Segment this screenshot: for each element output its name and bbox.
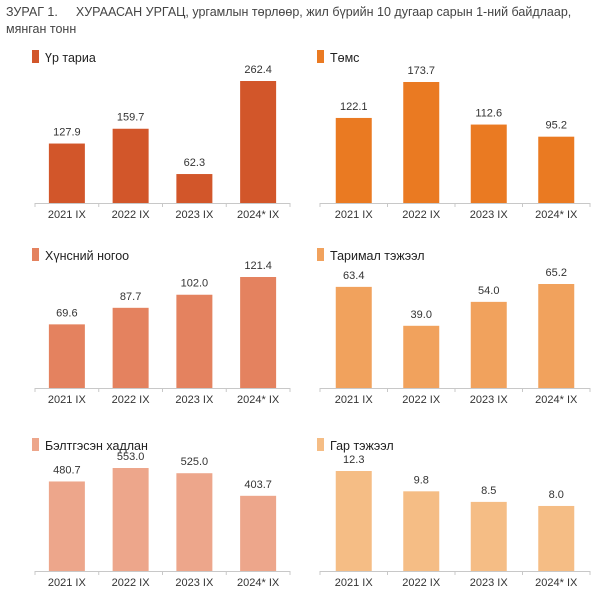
bar xyxy=(538,505,575,571)
data-label: 102.0 xyxy=(181,278,209,290)
x-tick-label: 2023 IX xyxy=(175,577,214,589)
chart-panel: Бэлтгэсэн хадлан 480.7 2021 IX 553.0 2022 IX… xyxy=(32,438,291,589)
x-tick-label: 2021 IX xyxy=(48,394,87,406)
x-tick-label: 2024* IX xyxy=(237,577,280,589)
chart-title-marker xyxy=(32,248,39,261)
bar xyxy=(240,495,277,571)
chart-panel: Таримал тэжээл 63.4 2021 IX 39.0 2022 IX 54.0… xyxy=(317,248,591,406)
figure-number: ЗУРАГ 1. xyxy=(6,5,58,19)
chart-panel: Төмс 122.1 2021 IX 173.7 2022 IX 112.6 2023 IX… xyxy=(317,50,591,221)
bar xyxy=(176,294,213,388)
bar xyxy=(470,301,507,388)
x-tick-label: 2021 IX xyxy=(48,577,87,589)
chart-title-marker xyxy=(32,50,39,63)
bar xyxy=(470,501,507,571)
chart-panel: Хүнсний ногоо 69.6 2021 IX 87.7 2022 IX 102.0… xyxy=(32,248,291,406)
x-tick-label: 2023 IX xyxy=(175,209,214,221)
chart-title: Бэлтгэсэн хадлан xyxy=(45,439,148,453)
data-label: 159.7 xyxy=(117,112,145,124)
figure-title: ЗУРАГ 1. ХУРААСАН УРГАЦ, ургамлын төрлөөр… xyxy=(6,4,596,38)
data-label: 63.4 xyxy=(343,270,364,282)
chart-title: Таримал тэжээл xyxy=(330,249,425,263)
data-label: 9.8 xyxy=(414,474,429,486)
chart-title: Үр тариа xyxy=(45,51,96,65)
x-tick-label: 2023 IX xyxy=(470,577,509,589)
chart-title: Төмс xyxy=(330,51,359,65)
data-label: 173.7 xyxy=(407,65,435,77)
bar xyxy=(538,284,575,388)
x-tick-label: 2022 IX xyxy=(402,394,441,406)
bar xyxy=(176,473,213,571)
data-label: 480.7 xyxy=(53,464,81,476)
x-tick-label: 2024* IX xyxy=(237,394,280,406)
x-tick-label: 2022 IX xyxy=(402,209,441,221)
x-tick-label: 2022 IX xyxy=(112,209,151,221)
bar xyxy=(403,491,440,571)
x-tick-label: 2021 IX xyxy=(48,209,87,221)
bar xyxy=(112,307,149,388)
data-label: 39.0 xyxy=(411,309,432,321)
bar xyxy=(176,174,213,203)
x-tick-label: 2022 IX xyxy=(112,394,151,406)
bar xyxy=(335,286,372,388)
bar xyxy=(48,143,85,203)
bar xyxy=(112,128,149,203)
data-label: 65.2 xyxy=(546,267,567,279)
chart-title-marker xyxy=(317,50,324,63)
data-label: 8.0 xyxy=(549,489,564,501)
chart-title-marker xyxy=(317,248,324,261)
bar xyxy=(335,471,372,571)
bar xyxy=(403,82,440,203)
data-label: 121.4 xyxy=(244,260,272,272)
x-tick-label: 2024* IX xyxy=(535,209,578,221)
data-label: 62.3 xyxy=(184,157,205,169)
x-tick-label: 2024* IX xyxy=(535,577,578,589)
chart-title-marker xyxy=(317,438,324,451)
data-label: 403.7 xyxy=(244,479,272,491)
bar xyxy=(48,324,85,388)
data-label: 87.7 xyxy=(120,291,141,303)
x-tick-label: 2022 IX xyxy=(402,577,441,589)
x-tick-label: 2021 IX xyxy=(335,394,374,406)
x-tick-label: 2021 IX xyxy=(335,577,374,589)
data-label: 122.1 xyxy=(340,101,368,113)
x-tick-label: 2023 IX xyxy=(175,394,214,406)
data-label: 69.6 xyxy=(56,307,77,319)
data-label: 127.9 xyxy=(53,127,81,139)
data-label: 112.6 xyxy=(475,108,502,120)
chart-title: Хүнсний ногоо xyxy=(45,249,129,263)
bar xyxy=(48,481,85,571)
data-label: 525.0 xyxy=(181,456,209,468)
bar xyxy=(240,81,277,203)
bar xyxy=(538,136,575,203)
x-tick-label: 2024* IX xyxy=(535,394,578,406)
x-tick-label: 2021 IX xyxy=(335,209,374,221)
bar xyxy=(335,117,372,203)
data-label: 553.0 xyxy=(117,451,145,463)
figure-title-text: ХУРААСАН УРГАЦ, ургамлын төрлөөр, жил бү… xyxy=(6,5,572,36)
bar xyxy=(470,124,507,203)
chart-title: Гар тэжээл xyxy=(330,439,394,453)
chart-panel: Үр тариа 127.9 2021 IX 159.7 2022 IX 62.3 2023… xyxy=(32,50,291,221)
x-tick-label: 2023 IX xyxy=(470,394,509,406)
x-tick-label: 2024* IX xyxy=(237,209,280,221)
data-label: 262.4 xyxy=(244,64,272,76)
x-tick-label: 2023 IX xyxy=(470,209,509,221)
bar xyxy=(403,325,440,388)
data-label: 54.0 xyxy=(478,285,499,297)
bar xyxy=(112,468,149,571)
data-label: 95.2 xyxy=(546,120,567,132)
x-tick-label: 2022 IX xyxy=(112,577,151,589)
bar xyxy=(240,277,277,388)
chart-title-marker xyxy=(32,438,39,451)
data-label: 12.3 xyxy=(343,454,364,466)
data-label: 8.5 xyxy=(481,485,496,497)
